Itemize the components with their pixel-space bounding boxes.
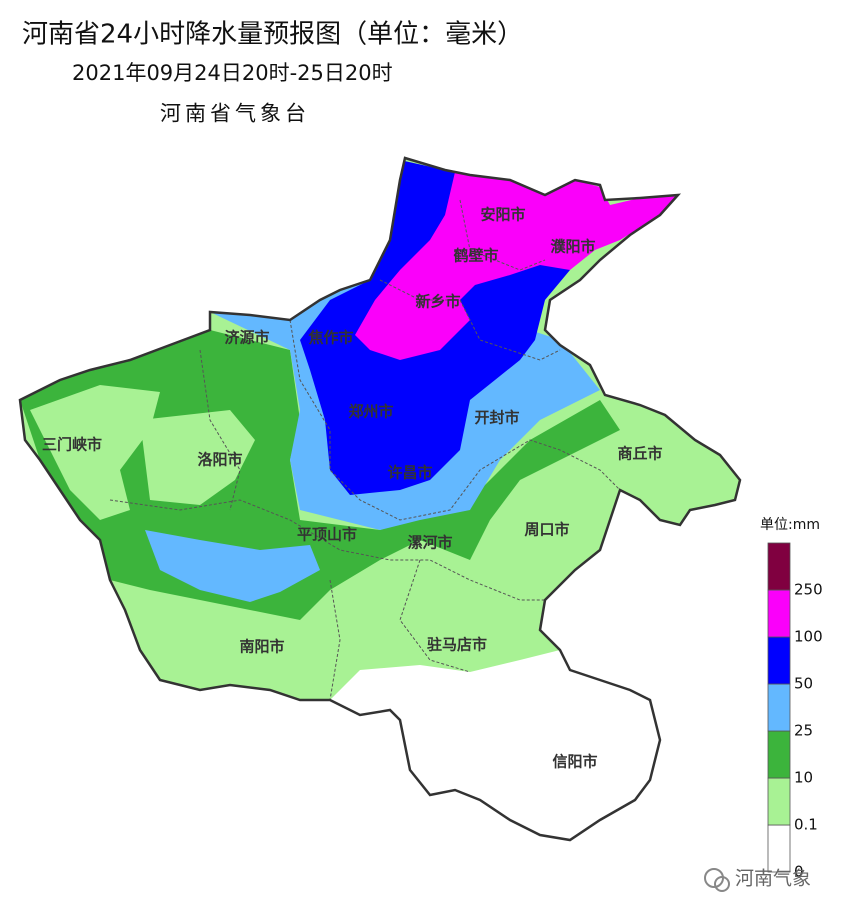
period: 2021年09月24日20时-25日20时 xyxy=(72,61,393,85)
legend-label: 100 xyxy=(794,628,823,646)
city-label: 鹤壁市 xyxy=(453,247,498,265)
legend-label: 10 xyxy=(794,769,813,787)
rain-map xyxy=(20,158,740,840)
legend-swatch xyxy=(767,636,791,685)
legend-swatch xyxy=(767,589,791,638)
issuer: 河南省气象台 xyxy=(160,102,310,126)
legend-swatch xyxy=(767,777,791,826)
city-label: 洛阳市 xyxy=(197,451,242,469)
city-label: 漯河市 xyxy=(407,534,452,552)
city-label: 安阳市 xyxy=(480,206,525,224)
city-label: 平顶山市 xyxy=(297,526,357,544)
title: 河南省24小时降水量预报图（单位：毫米） xyxy=(22,20,523,50)
legend: 单位:mm 0 0.1 10 25 50 100 250 xyxy=(760,517,823,881)
legend-swatch xyxy=(767,824,791,873)
city-label: 新乡市 xyxy=(415,293,460,311)
city-label: 商丘市 xyxy=(617,445,662,463)
city-label: 濮阳市 xyxy=(550,238,595,256)
watermark: 河南气象 xyxy=(704,868,811,892)
city-label: 驻马店市 xyxy=(427,636,487,654)
city-label: 济源市 xyxy=(224,329,269,347)
legend-swatch xyxy=(767,683,791,732)
city-label: 开封市 xyxy=(474,409,519,427)
city-label: 许昌市 xyxy=(387,464,432,482)
watermark-text: 河南气象 xyxy=(735,868,811,890)
legend-swatch xyxy=(767,542,791,591)
legend-label: 250 xyxy=(794,581,823,599)
legend-unit: 单位:mm xyxy=(760,517,820,533)
city-label: 焦作市 xyxy=(307,329,353,347)
legend-label: 25 xyxy=(794,722,813,740)
legend-swatch xyxy=(767,730,791,779)
city-label: 南阳市 xyxy=(239,638,284,656)
city-label: 郑州市 xyxy=(348,403,393,421)
city-label: 周口市 xyxy=(524,521,569,539)
legend-label: 50 xyxy=(794,675,813,693)
legend-label: 0.1 xyxy=(794,816,818,834)
city-label: 三门峡市 xyxy=(42,436,102,454)
legend-label: 0 xyxy=(794,863,804,881)
city-label: 信阳市 xyxy=(552,753,597,771)
